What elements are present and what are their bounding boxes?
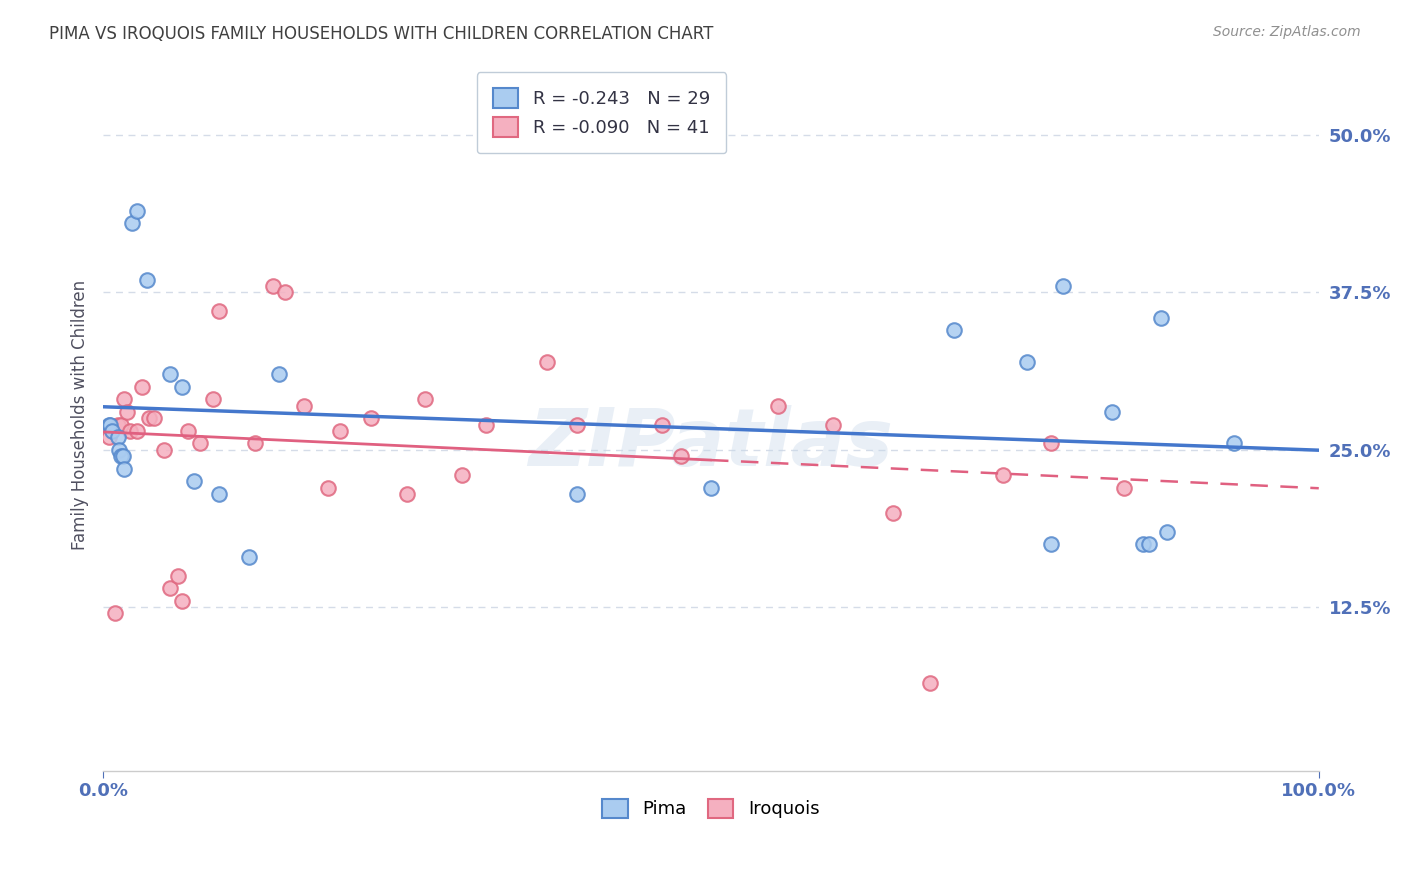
Point [143,411,166,425]
Point [1222,436,1244,450]
Point [1137,537,1160,551]
Point [159,581,181,595]
Point [651,417,673,432]
Point [238,549,260,564]
Point [117,405,139,419]
Point [274,285,297,300]
Point [112,461,135,475]
Point [1040,537,1063,551]
Text: PIMA VS IROQUOIS FAMILY HOUSEHOLDS WITH CHILDREN CORRELATION CHART: PIMA VS IROQUOIS FAMILY HOUSEHOLDS WITH … [49,25,714,43]
Point [243,436,266,450]
Point [536,354,558,368]
Point [127,203,149,218]
Point [450,467,472,482]
Point [107,417,129,432]
Point [207,304,229,318]
Point [475,417,498,432]
Y-axis label: Family Households with Children: Family Households with Children [72,280,89,550]
Point [172,380,194,394]
Point [201,392,224,407]
Point [669,449,692,463]
Point [167,568,190,582]
Point [262,279,284,293]
Point [882,506,904,520]
Point [112,392,135,407]
Point [127,424,149,438]
Point [991,467,1014,482]
Point [943,323,966,337]
Point [396,487,419,501]
Point [135,273,157,287]
Legend: Pima, Iroquois: Pima, Iroquois [595,791,827,826]
Point [918,675,941,690]
Point [107,430,129,444]
Point [183,474,205,488]
Point [766,399,789,413]
Point [700,481,723,495]
Point [1101,405,1123,419]
Point [108,442,131,457]
Point [329,424,352,438]
Point [98,430,121,444]
Point [292,399,315,413]
Point [316,481,339,495]
Point [159,368,181,382]
Point [1015,354,1038,368]
Point [567,487,589,501]
Point [269,368,291,382]
Point [1132,537,1154,551]
Point [190,436,212,450]
Point [413,392,436,407]
Point [110,417,132,432]
Point [1052,279,1074,293]
Point [1150,310,1173,325]
Point [177,424,200,438]
Text: Source: ZipAtlas.com: Source: ZipAtlas.com [1213,25,1361,39]
Point [110,449,132,463]
Point [153,442,176,457]
Point [138,411,160,425]
Point [98,417,121,432]
Point [100,424,122,438]
Point [1114,481,1136,495]
Point [207,487,229,501]
Point [104,607,127,621]
Point [118,424,141,438]
Point [111,449,134,463]
Point [121,216,143,230]
Point [1040,436,1063,450]
Point [821,417,844,432]
Text: ZIPatlas: ZIPatlas [529,405,893,483]
Point [172,594,194,608]
Point [1156,524,1178,539]
Point [100,417,122,432]
Point [360,411,382,425]
Point [131,380,153,394]
Point [567,417,589,432]
